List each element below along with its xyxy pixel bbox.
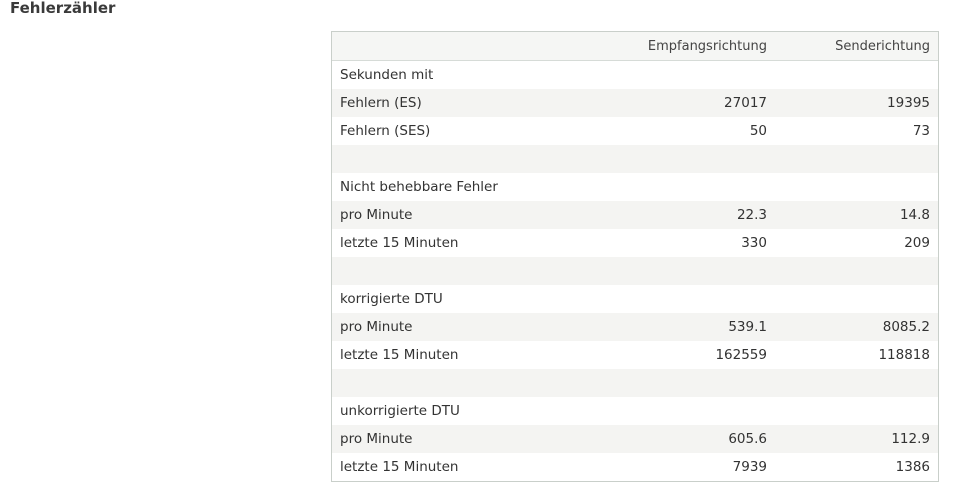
row-label: letzte 15 Minuten — [340, 459, 459, 475]
send-direction-value — [767, 257, 938, 285]
row-label: Fehlern (SES) — [340, 123, 431, 139]
send-direction-value — [767, 61, 938, 90]
table-row: letzte 15 Minuten 7939 1386 — [332, 453, 938, 481]
row-label: Fehlern (ES) — [340, 95, 422, 111]
table-row: Fehlern (ES) 27017 19395 — [332, 89, 938, 117]
table-row: Sekunden mit — [332, 60, 938, 90]
row-label: pro Minute — [340, 207, 413, 223]
send-direction-value: 8085.2 — [882, 319, 930, 335]
row-label: pro Minute — [340, 319, 413, 335]
row-label: pro Minute — [340, 431, 413, 447]
receive-direction-value — [604, 257, 767, 285]
receive-direction-value — [604, 145, 767, 173]
column-header-label — [332, 32, 604, 61]
receive-direction-value — [604, 369, 767, 397]
table-row: Fehlern (SES) 50 73 — [332, 117, 938, 145]
table-row: unkorrigierte DTU — [332, 397, 938, 425]
send-direction-value: 112.9 — [891, 431, 930, 447]
row-label — [332, 257, 604, 285]
receive-direction-value: 539.1 — [728, 319, 767, 335]
row-label — [332, 145, 604, 173]
send-direction-value: 19395 — [887, 95, 930, 111]
page-title: Fehlerzähler — [10, 0, 116, 17]
receive-direction-value: 605.6 — [728, 431, 767, 447]
table-row: letzte 15 Minuten 162559 118818 — [332, 341, 938, 369]
receive-direction-value: 22.3 — [736, 207, 767, 223]
receive-direction-value: 162559 — [715, 347, 767, 363]
row-label: unkorrigierte DTU — [340, 403, 460, 419]
send-direction-value — [767, 173, 938, 201]
row-label: korrigierte DTU — [340, 291, 443, 307]
receive-direction-value — [604, 61, 767, 90]
send-direction-value — [767, 285, 938, 313]
receive-direction-value — [604, 397, 767, 425]
send-direction-value: 14.8 — [899, 207, 930, 223]
send-direction-value: 209 — [904, 235, 930, 251]
column-header-send-direction: Senderichtung — [835, 38, 930, 54]
receive-direction-value: 50 — [749, 123, 767, 139]
table-row: Nicht behebbare Fehler — [332, 173, 938, 201]
receive-direction-value: 7939 — [732, 459, 767, 475]
send-direction-value: 1386 — [895, 459, 930, 475]
send-direction-value — [767, 145, 938, 173]
send-direction-value: 73 — [912, 123, 930, 139]
table-row: korrigierte DTU — [332, 285, 938, 313]
receive-direction-value: 27017 — [724, 95, 767, 111]
table-row: pro Minute 605.6 112.9 — [332, 425, 938, 453]
receive-direction-value: 330 — [741, 235, 767, 251]
row-label: letzte 15 Minuten — [340, 235, 459, 251]
table-row — [332, 257, 938, 285]
receive-direction-value — [604, 285, 767, 313]
row-label — [332, 369, 604, 397]
table-row — [332, 145, 938, 173]
receive-direction-value — [604, 173, 767, 201]
error-counter-table: Empfangsrichtung Senderichtung Sekunden … — [331, 31, 939, 482]
table-row: letzte 15 Minuten 330 209 — [332, 229, 938, 257]
table-row — [332, 369, 938, 397]
row-label: Sekunden mit — [340, 67, 434, 83]
table-body: Sekunden mit Fehlern (ES) 27017 19395 Fehler… — [332, 60, 938, 481]
table-row: pro Minute 22.3 14.8 — [332, 201, 938, 229]
table-row: pro Minute 539.1 8085.2 — [332, 313, 938, 341]
send-direction-value — [767, 397, 938, 425]
column-header-receive-direction: Empfangsrichtung — [647, 38, 767, 54]
send-direction-value — [767, 369, 938, 397]
error-counter-grid: Empfangsrichtung Senderichtung Sekunden … — [332, 32, 938, 481]
table-header-row: Empfangsrichtung Senderichtung — [332, 32, 938, 61]
row-label: Nicht behebbare Fehler — [340, 179, 498, 195]
row-label: letzte 15 Minuten — [340, 347, 459, 363]
send-direction-value: 118818 — [878, 347, 930, 363]
